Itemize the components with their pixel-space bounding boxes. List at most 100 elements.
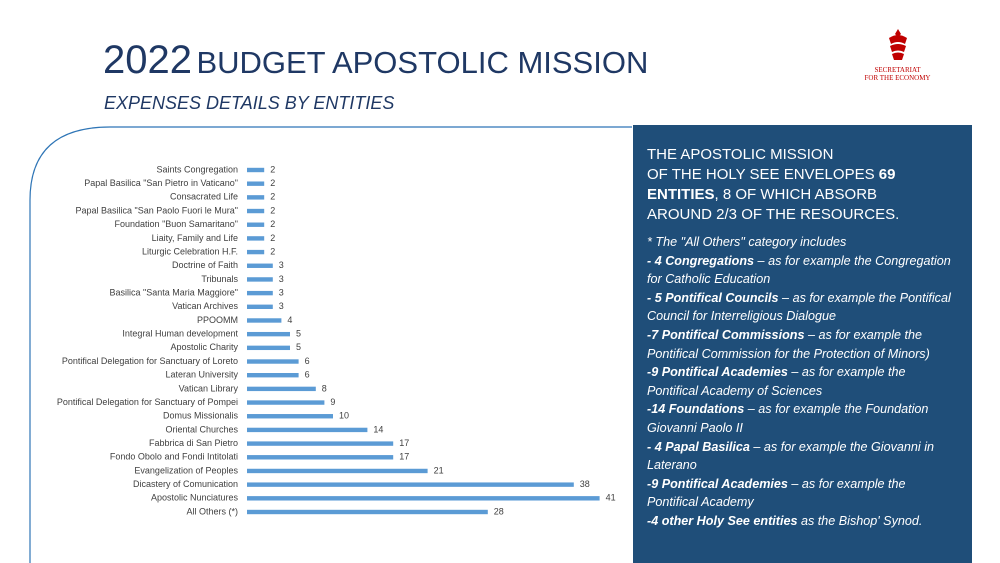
note-bold: -9 Pontifical Academies — [647, 476, 788, 491]
value-label: 38 — [580, 479, 590, 489]
category-label: Pontifical Delegation for Sanctuary of P… — [57, 397, 238, 407]
category-label: Apostolic Charity — [170, 342, 238, 352]
bar — [247, 222, 265, 227]
note-text: – as for example the Giovanni in Lateran… — [647, 439, 935, 473]
category-label: Vatican Archives — [172, 301, 238, 311]
category-label: Doctrine of Faith — [172, 260, 238, 270]
notes-intro: * The "All Others" category includes — [647, 235, 847, 249]
bar — [247, 345, 290, 351]
value-label: 2 — [270, 164, 275, 174]
note-item: -4 other Holy See entities as the Bishop… — [647, 512, 954, 531]
category-label: Vatican Library — [179, 383, 239, 393]
note-text: – as for example the Pontifical Academy — [647, 476, 906, 510]
value-label: 5 — [296, 342, 301, 352]
note-bold: - 4 Congregations — [647, 253, 755, 268]
value-label: 2 — [270, 178, 275, 188]
box-heading: THE APOSTOLIC MISSION OF THE HOLY SEE EN… — [647, 145, 954, 225]
heading-text: AROUND 2/3 OF THE RESOURCES. — [647, 206, 900, 223]
value-label: 6 — [305, 356, 310, 366]
note-bold: -14 Foundations — [647, 402, 745, 417]
category-label: Papal Basilica "San Paolo Fuori le Mura" — [76, 205, 238, 215]
category-label: Fabbrica di San Pietro — [149, 438, 238, 448]
note-item: -9 Pontifical Academies – as for example… — [647, 363, 954, 400]
bar — [247, 386, 316, 392]
logo: SECRETARIAT FOR THE ECONOMY — [850, 28, 945, 82]
value-label: 6 — [305, 370, 310, 380]
category-label: Lateran University — [165, 370, 238, 380]
category-label: Dicastery of Comunication — [133, 479, 238, 489]
value-label: 3 — [279, 287, 284, 297]
bar — [247, 496, 600, 501]
note-item: - 5 Pontifical Councils – as for example… — [647, 289, 954, 326]
note-bold: - 4 Papal Basilica — [647, 439, 750, 454]
bar — [247, 359, 299, 364]
category-label: Evangelization of Peoples — [134, 465, 238, 475]
category-label: Fondo Obolo and Fondi Intitolati — [110, 452, 238, 462]
bar — [247, 236, 265, 241]
title-text: BUDGET APOSTOLIC MISSION — [196, 45, 649, 80]
logo-line: FOR THE ECONOMY — [864, 74, 931, 82]
category-label: Saints Congregation — [156, 164, 238, 174]
bar — [247, 400, 325, 405]
heading-bold: ENTITIES — [647, 186, 715, 203]
bar — [247, 249, 265, 255]
note-bold: -7 Pontifical Commissions — [647, 327, 805, 342]
category-label: Domus Missionalis — [163, 411, 239, 421]
note-item: -7 Pontifical Commissions – as for examp… — [647, 326, 954, 363]
logo-line: SECRETARIAT — [874, 66, 921, 74]
category-label: Papal Basilica "San Pietro in Vaticano" — [84, 178, 238, 188]
bar — [247, 482, 574, 487]
note-text: – as for example the Pontifical Commissi… — [647, 327, 930, 361]
info-box: THE APOSTOLIC MISSION OF THE HOLY SEE EN… — [633, 125, 972, 563]
category-label: Oriental Churches — [165, 424, 238, 434]
value-label: 21 — [434, 465, 444, 475]
note-item: -14 Foundations – as for example the Fou… — [647, 400, 954, 437]
note-item: - 4 Congregations – as for example the C… — [647, 252, 954, 289]
heading-text: , 8 OF WHICH ABSORB — [714, 186, 878, 203]
category-label: All Others (*) — [186, 506, 238, 516]
bar — [247, 414, 333, 419]
category-label: Integral Human development — [122, 329, 238, 339]
note-text: – as for example the Foundation Giovanni… — [647, 402, 929, 435]
category-label: Apostolic Nunciatures — [151, 493, 239, 503]
category-label: Liturgic Celebration H.F. — [142, 246, 238, 256]
bar — [247, 263, 273, 268]
category-label: Consacrated Life — [170, 192, 238, 202]
category-label: Tribunals — [201, 274, 238, 284]
bar — [247, 509, 488, 515]
note-item: -9 Pontifical Academies – as for example… — [647, 475, 954, 512]
value-label: 28 — [494, 506, 504, 516]
value-label: 3 — [279, 260, 284, 270]
bar — [247, 318, 282, 323]
category-label: Pontifical Delegation for Sanctuary of L… — [62, 356, 238, 366]
value-label: 41 — [606, 493, 616, 503]
bar — [247, 468, 428, 474]
bar — [247, 195, 265, 200]
bar — [247, 441, 394, 446]
note-text: as the Bishop' Synod. — [797, 513, 923, 528]
value-label: 17 — [399, 452, 409, 462]
note-item: - 4 Papal Basilica – as for example the … — [647, 438, 954, 475]
logo-emblem — [888, 29, 907, 60]
bar — [247, 167, 265, 173]
bar — [247, 427, 368, 433]
note-text: – as for example the Congregation for Ca… — [647, 253, 951, 287]
value-label: 2 — [270, 246, 275, 256]
subtitle: EXPENSES DETAILS BY ENTITIES — [104, 93, 395, 113]
heading-text: OF THE HOLY SEE ENVELOPES — [647, 166, 879, 183]
bar — [247, 277, 273, 282]
category-label: Liaity, Family and Life — [152, 233, 238, 243]
category-label: PPOOMM — [197, 315, 238, 325]
bar — [247, 373, 299, 378]
title: 2022 BUDGET APOSTOLIC MISSION — [103, 38, 648, 83]
value-label: 4 — [287, 315, 292, 325]
bar — [247, 290, 273, 296]
value-label: 2 — [270, 233, 275, 243]
note-bold: -4 other Holy See entities — [647, 513, 798, 528]
bar — [247, 208, 265, 214]
value-label: 2 — [270, 219, 275, 229]
category-label: Basilica "Santa Maria Maggiore" — [110, 287, 238, 297]
value-label: 14 — [373, 424, 383, 434]
value-label: 17 — [399, 438, 409, 448]
